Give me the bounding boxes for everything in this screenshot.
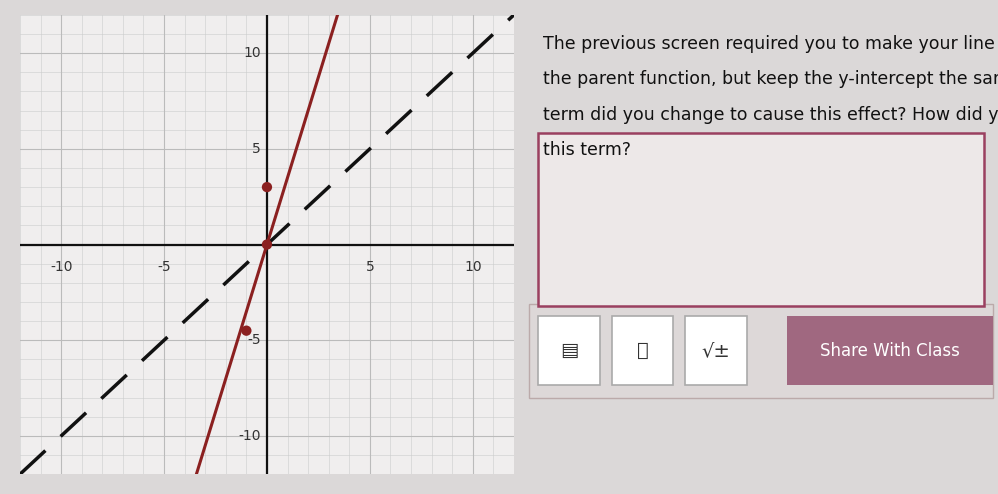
Point — [259, 183, 275, 191]
Text: -5: -5 — [248, 333, 260, 347]
Text: the parent function, but keep the y-intercept the same. What: the parent function, but keep the y-inte… — [543, 70, 998, 88]
Bar — [787, 316, 993, 385]
Text: -10: -10 — [239, 429, 260, 443]
Text: -10: -10 — [50, 260, 73, 274]
Text: The previous screen required you to make your line steeper than: The previous screen required you to make… — [543, 35, 998, 52]
Text: term did you change to cause this effect? How did you change: term did you change to cause this effect… — [543, 106, 998, 124]
Text: -5: -5 — [158, 260, 171, 274]
Text: 5: 5 — [365, 260, 374, 274]
Bar — [529, 304, 993, 398]
Text: √±: √± — [702, 341, 731, 360]
Text: 10: 10 — [244, 46, 260, 60]
Text: ▤: ▤ — [560, 341, 578, 360]
Point — [239, 327, 254, 334]
Bar — [538, 133, 984, 306]
Text: 5: 5 — [252, 142, 260, 156]
Point — [259, 241, 275, 248]
Text: 10: 10 — [464, 260, 482, 274]
Text: this term?: this term? — [543, 141, 631, 159]
Bar — [538, 316, 600, 385]
Text: Share With Class: Share With Class — [820, 342, 960, 360]
Bar — [685, 316, 747, 385]
Text: ⤓: ⤓ — [637, 341, 649, 360]
Bar — [612, 316, 674, 385]
